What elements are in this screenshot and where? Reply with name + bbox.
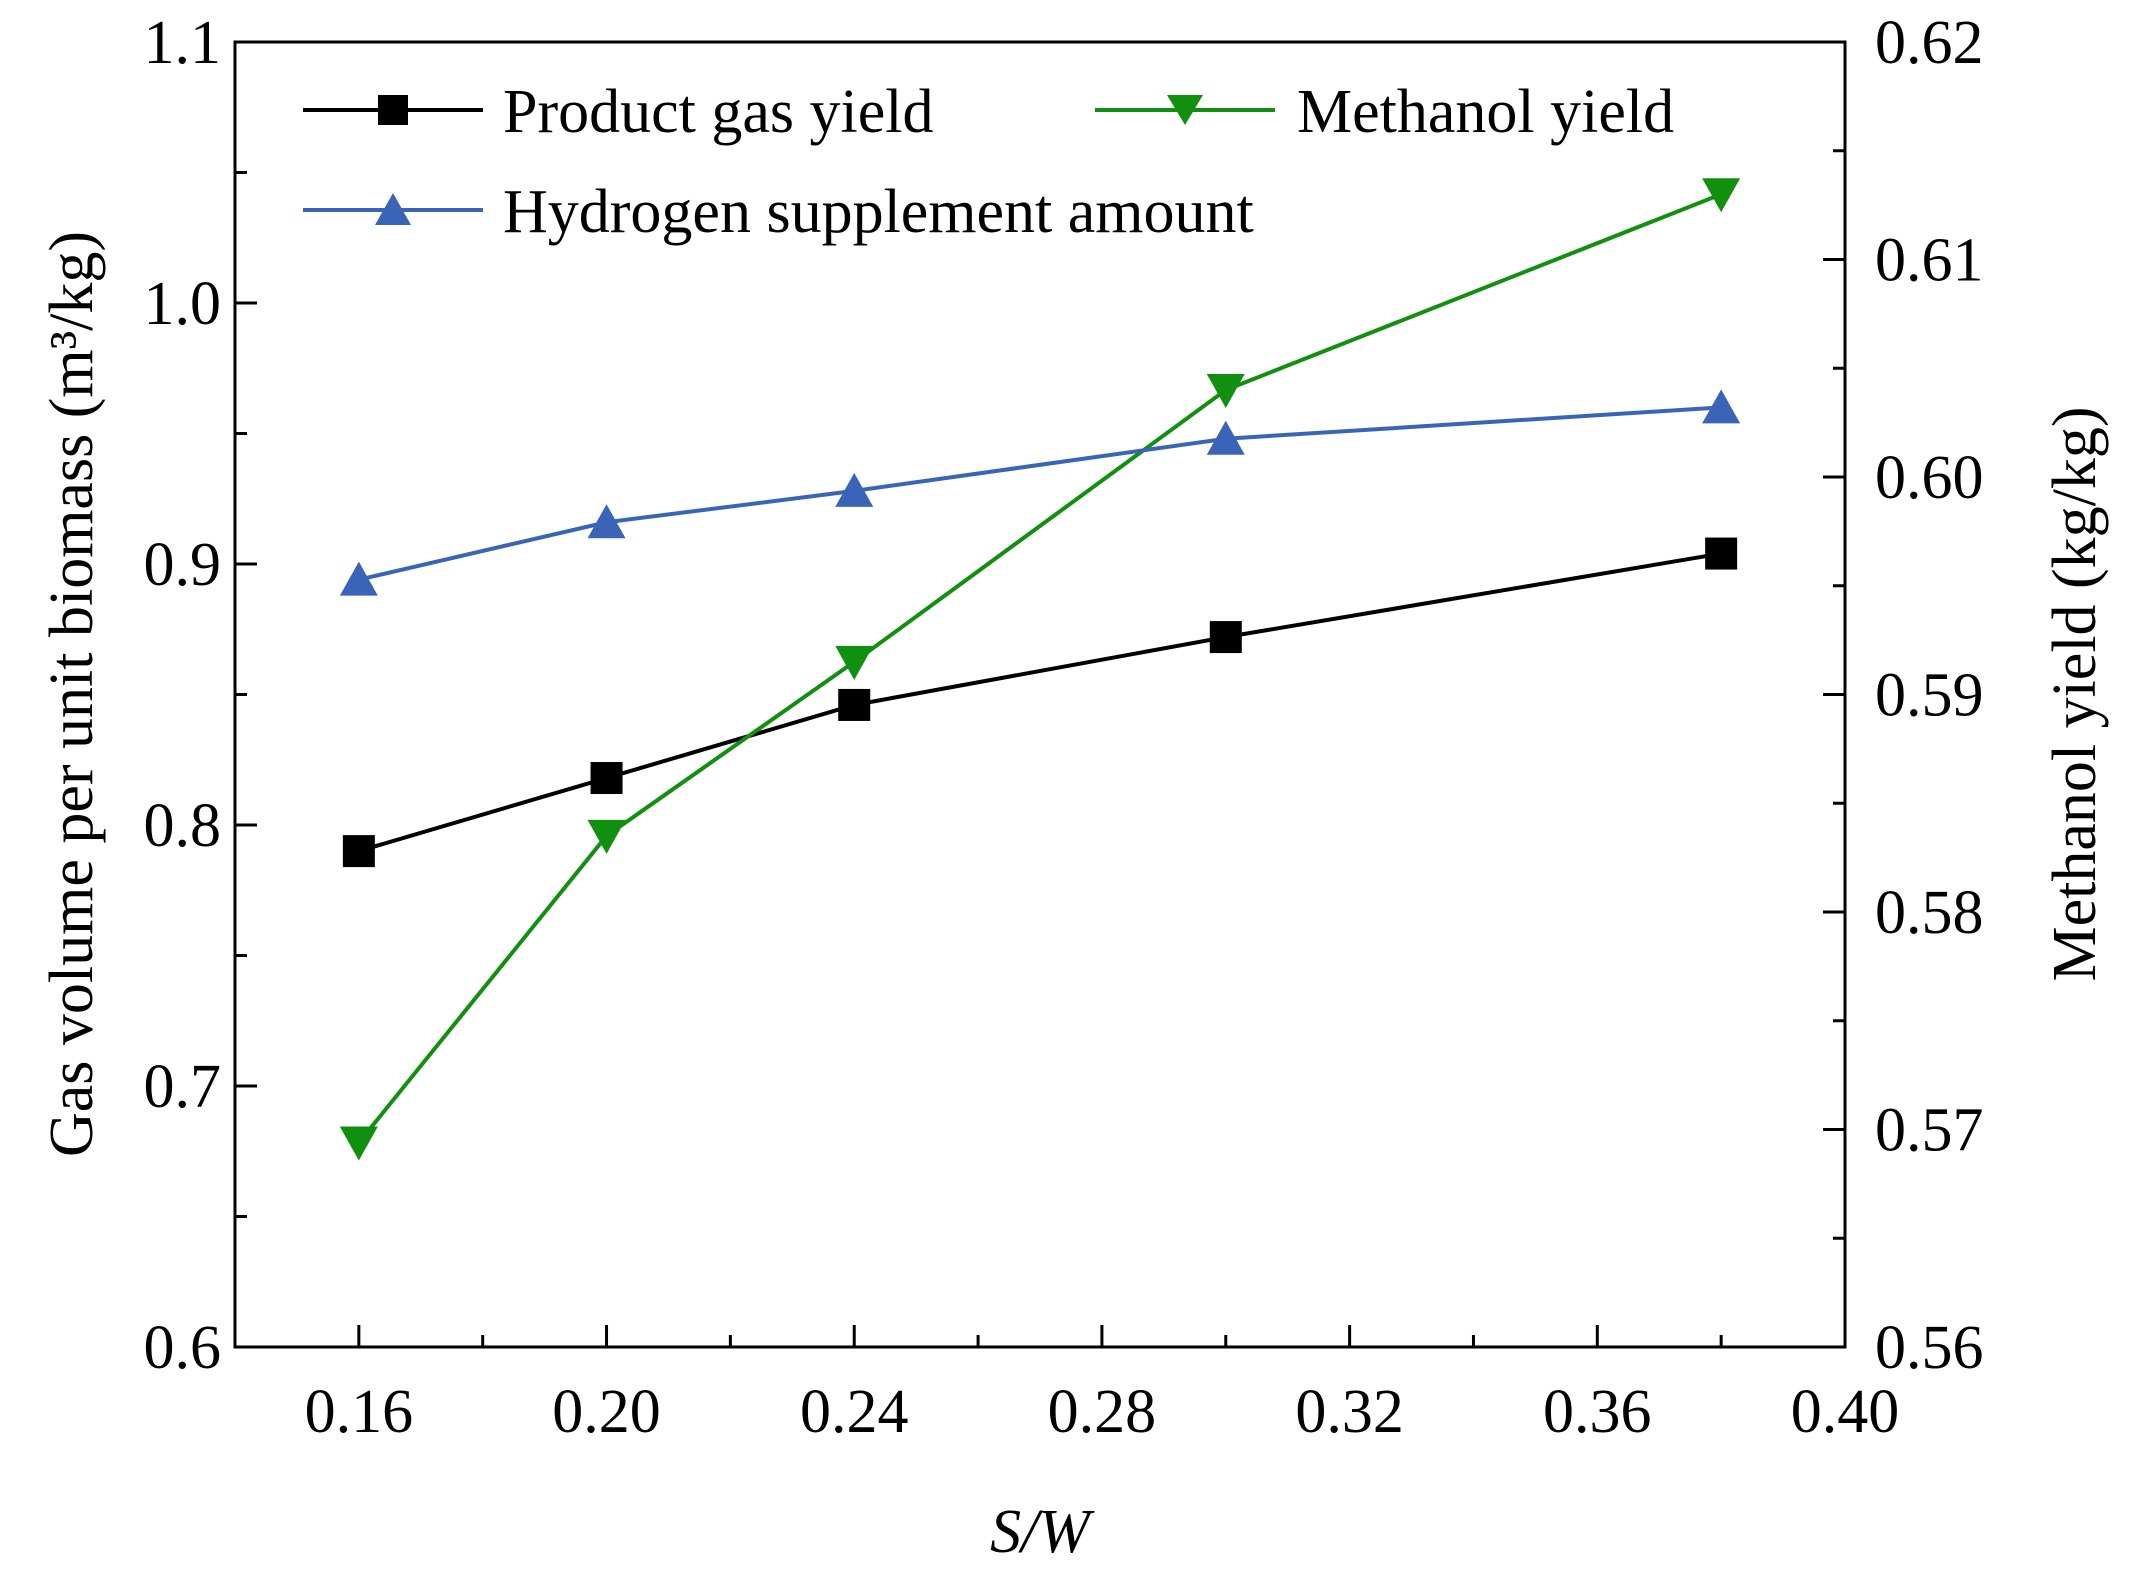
y-axis-title: Gas volume per unit biomass (m³/kg) — [38, 231, 106, 1157]
legend-label-methanol: Methanol yield — [1297, 78, 1674, 146]
data-point-methanol-yield — [339, 1126, 378, 1161]
x-tick-label: 0.20 — [552, 1378, 661, 1446]
y2-axis-tick-labels: 0.56 0.57 0.58 0.59 0.60 0.61 0.62 — [1875, 9, 1984, 1382]
y2-tick-label: 0.62 — [1875, 9, 1984, 77]
series-line-hydrogen-supplement-amount — [358, 405, 1722, 582]
legend-label-product-gas: Product gas yield — [503, 78, 934, 146]
data-point-hydrogen-supplement-amount — [1702, 389, 1741, 424]
data-point-methanol-yield — [587, 819, 626, 854]
data-point-hydrogen-supplement-amount — [1206, 420, 1245, 455]
y-tick-label: 0.6 — [144, 1314, 222, 1382]
y-tick-label: 0.7 — [144, 1053, 222, 1121]
legend-marker-triangle-down — [1167, 95, 1203, 125]
y2-axis-title: Methanol yield (kg/kg) — [2041, 406, 2109, 981]
series-line-product-gas-yield — [358, 551, 1722, 854]
data-point-product-gas-yield — [1705, 537, 1738, 570]
legend-item-hydrogen: Hydrogen supplement amount — [303, 178, 1254, 246]
x-tick-label: 0.36 — [1543, 1378, 1652, 1446]
y-tick-label: 0.8 — [144, 792, 222, 860]
y2-tick-label: 0.60 — [1875, 444, 1984, 512]
data-point-hydrogen-supplement-amount — [339, 561, 378, 596]
y2-tick-label: 0.59 — [1875, 662, 1984, 730]
y-tick-label: 1.0 — [144, 270, 222, 338]
data-point-product-gas-yield — [590, 762, 623, 795]
series-line-methanol-yield — [357, 192, 1722, 1144]
data-point-methanol-yield — [835, 645, 874, 680]
data-point-methanol-yield — [1702, 178, 1741, 213]
legend-item-methanol: Methanol yield — [1095, 78, 1674, 146]
x-tick-label: 0.16 — [305, 1378, 414, 1446]
x-axis-tick-labels: 0.16 0.20 0.24 0.28 0.32 0.36 0.40 — [305, 1378, 1900, 1446]
data-point-product-gas-yield — [838, 688, 871, 721]
data-point-product-gas-yield — [342, 835, 375, 868]
data-point-hydrogen-supplement-amount — [587, 504, 626, 539]
plot-frame — [233, 40, 1847, 1349]
y2-tick-label: 0.61 — [1875, 227, 1984, 295]
y-tick-label: 1.1 — [144, 9, 222, 77]
legend-marker-triangle-up — [375, 193, 411, 225]
y2-tick-label: 0.57 — [1875, 1097, 1984, 1165]
y2-tick-label: 0.58 — [1875, 879, 1984, 947]
data-point-product-gas-yield — [1209, 621, 1242, 654]
x-tick-label: 0.32 — [1295, 1378, 1404, 1446]
legend: Product gas yield Methanol yield Hydroge… — [303, 78, 1674, 246]
y2-tick-label: 0.56 — [1875, 1314, 1984, 1382]
legend-marker-square — [378, 95, 408, 125]
x-tick-label: 0.28 — [1048, 1378, 1157, 1446]
legend-label-hydrogen: Hydrogen supplement amount — [503, 178, 1254, 246]
data-point-methanol-yield — [1206, 374, 1245, 408]
y-axis-tick-labels: 0.6 0.7 0.8 0.9 1.0 1.1 — [144, 9, 222, 1382]
y-tick-label: 0.9 — [144, 531, 222, 599]
series-layer — [339, 178, 1741, 1161]
data-point-hydrogen-supplement-amount — [835, 472, 874, 507]
x-tick-label: 0.40 — [1791, 1378, 1900, 1446]
x-tick-label: 0.24 — [800, 1378, 909, 1446]
x-axis-title: S/W — [990, 1498, 1095, 1566]
legend-item-product-gas: Product gas yield — [303, 78, 934, 146]
